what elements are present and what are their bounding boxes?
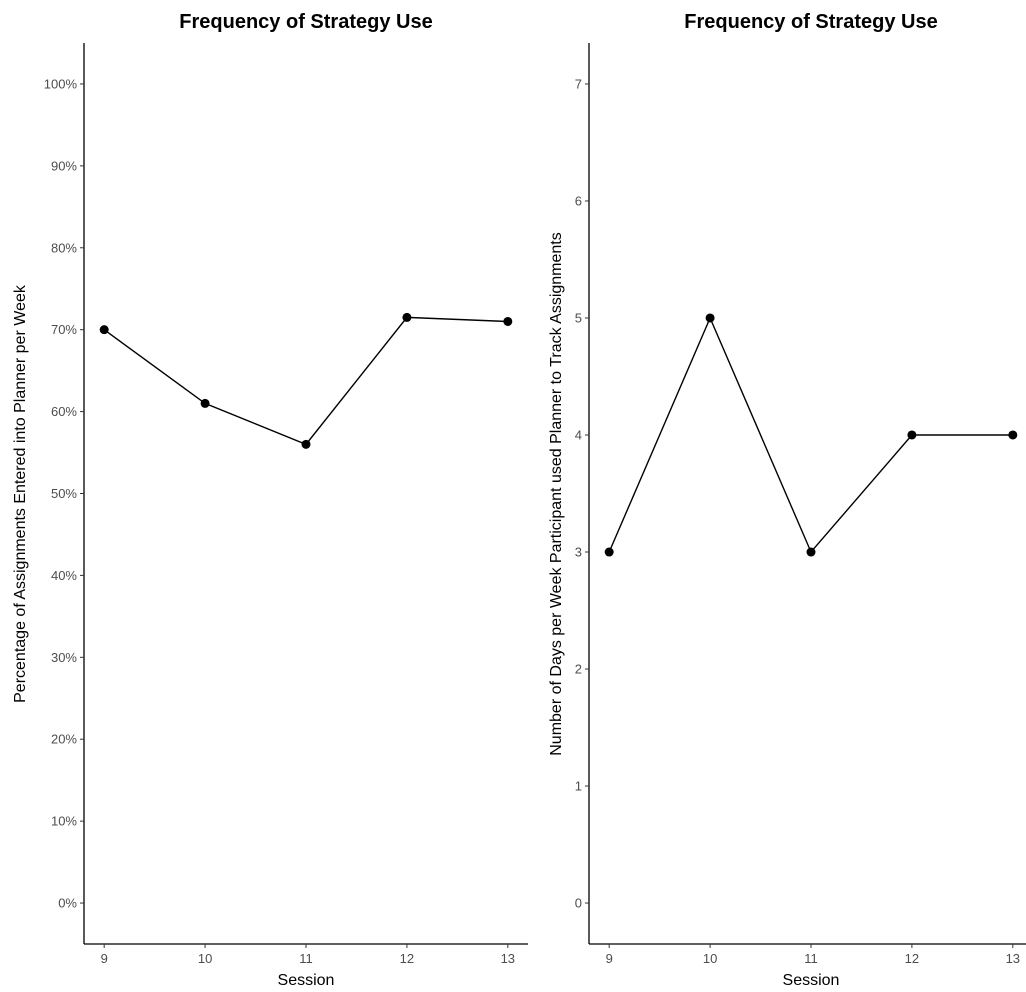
series-line <box>103 316 508 446</box>
x-tick-label: 11 <box>804 951 818 966</box>
y-tick-label: 2 <box>575 662 582 677</box>
y-axis-title: Number of Days per Week Participant used… <box>548 232 565 756</box>
y-tick-label: 1 <box>575 779 582 794</box>
chart-panel-days: Frequency of Strategy Use Session Number… <box>548 11 1026 989</box>
y-tick-label: 50% <box>51 486 77 501</box>
series-line <box>608 316 1013 554</box>
y-tick-label: 100% <box>44 76 78 91</box>
x-tick-label: 12 <box>400 951 414 966</box>
y-tick-label: 80% <box>51 240 77 255</box>
data-point <box>301 439 311 449</box>
x-tick-label: 13 <box>1006 951 1020 966</box>
y-axis-title: Percentage of Assignments Entered into P… <box>12 284 29 703</box>
y-tick-label: 10% <box>51 814 77 829</box>
data-point <box>907 430 917 440</box>
x-tick-label: 13 <box>501 951 515 966</box>
data-point <box>1008 430 1018 440</box>
y-tick-label: 30% <box>51 650 77 665</box>
y-tick-label: 40% <box>51 568 77 583</box>
data-point <box>503 316 513 326</box>
y-tick-label: 4 <box>575 427 582 442</box>
y-tick-label: 60% <box>51 404 77 419</box>
y-tick-label: 6 <box>575 193 582 208</box>
chart-panel-percentage: Frequency of Strategy Use Session Percen… <box>12 11 528 989</box>
y-tick-label: 70% <box>51 322 77 337</box>
y-tick-label: 90% <box>51 158 77 173</box>
x-axis-title: Session <box>278 972 335 989</box>
data-point <box>806 547 816 557</box>
y-tick-label: 0 <box>575 896 582 911</box>
chart-title: Frequency of Strategy Use <box>684 11 937 33</box>
y-tick-label: 5 <box>575 310 582 325</box>
y-tick-label: 0% <box>58 896 77 911</box>
data-point <box>200 398 210 408</box>
y-tick-label: 20% <box>51 732 77 747</box>
data-point <box>99 325 109 335</box>
x-tick-label: 9 <box>101 951 108 966</box>
x-axis-title: Session <box>783 972 840 989</box>
x-tick-label: 10 <box>198 951 212 966</box>
y-tick-label: 7 <box>575 76 582 91</box>
data-point <box>604 547 614 557</box>
x-tick-label: 9 <box>606 951 613 966</box>
chart-title: Frequency of Strategy Use <box>179 11 432 33</box>
x-tick-label: 11 <box>299 951 313 966</box>
data-point <box>402 312 412 322</box>
data-point <box>705 313 715 323</box>
y-tick-label: 3 <box>575 545 582 560</box>
x-tick-label: 10 <box>703 951 717 966</box>
x-tick-label: 12 <box>905 951 919 966</box>
